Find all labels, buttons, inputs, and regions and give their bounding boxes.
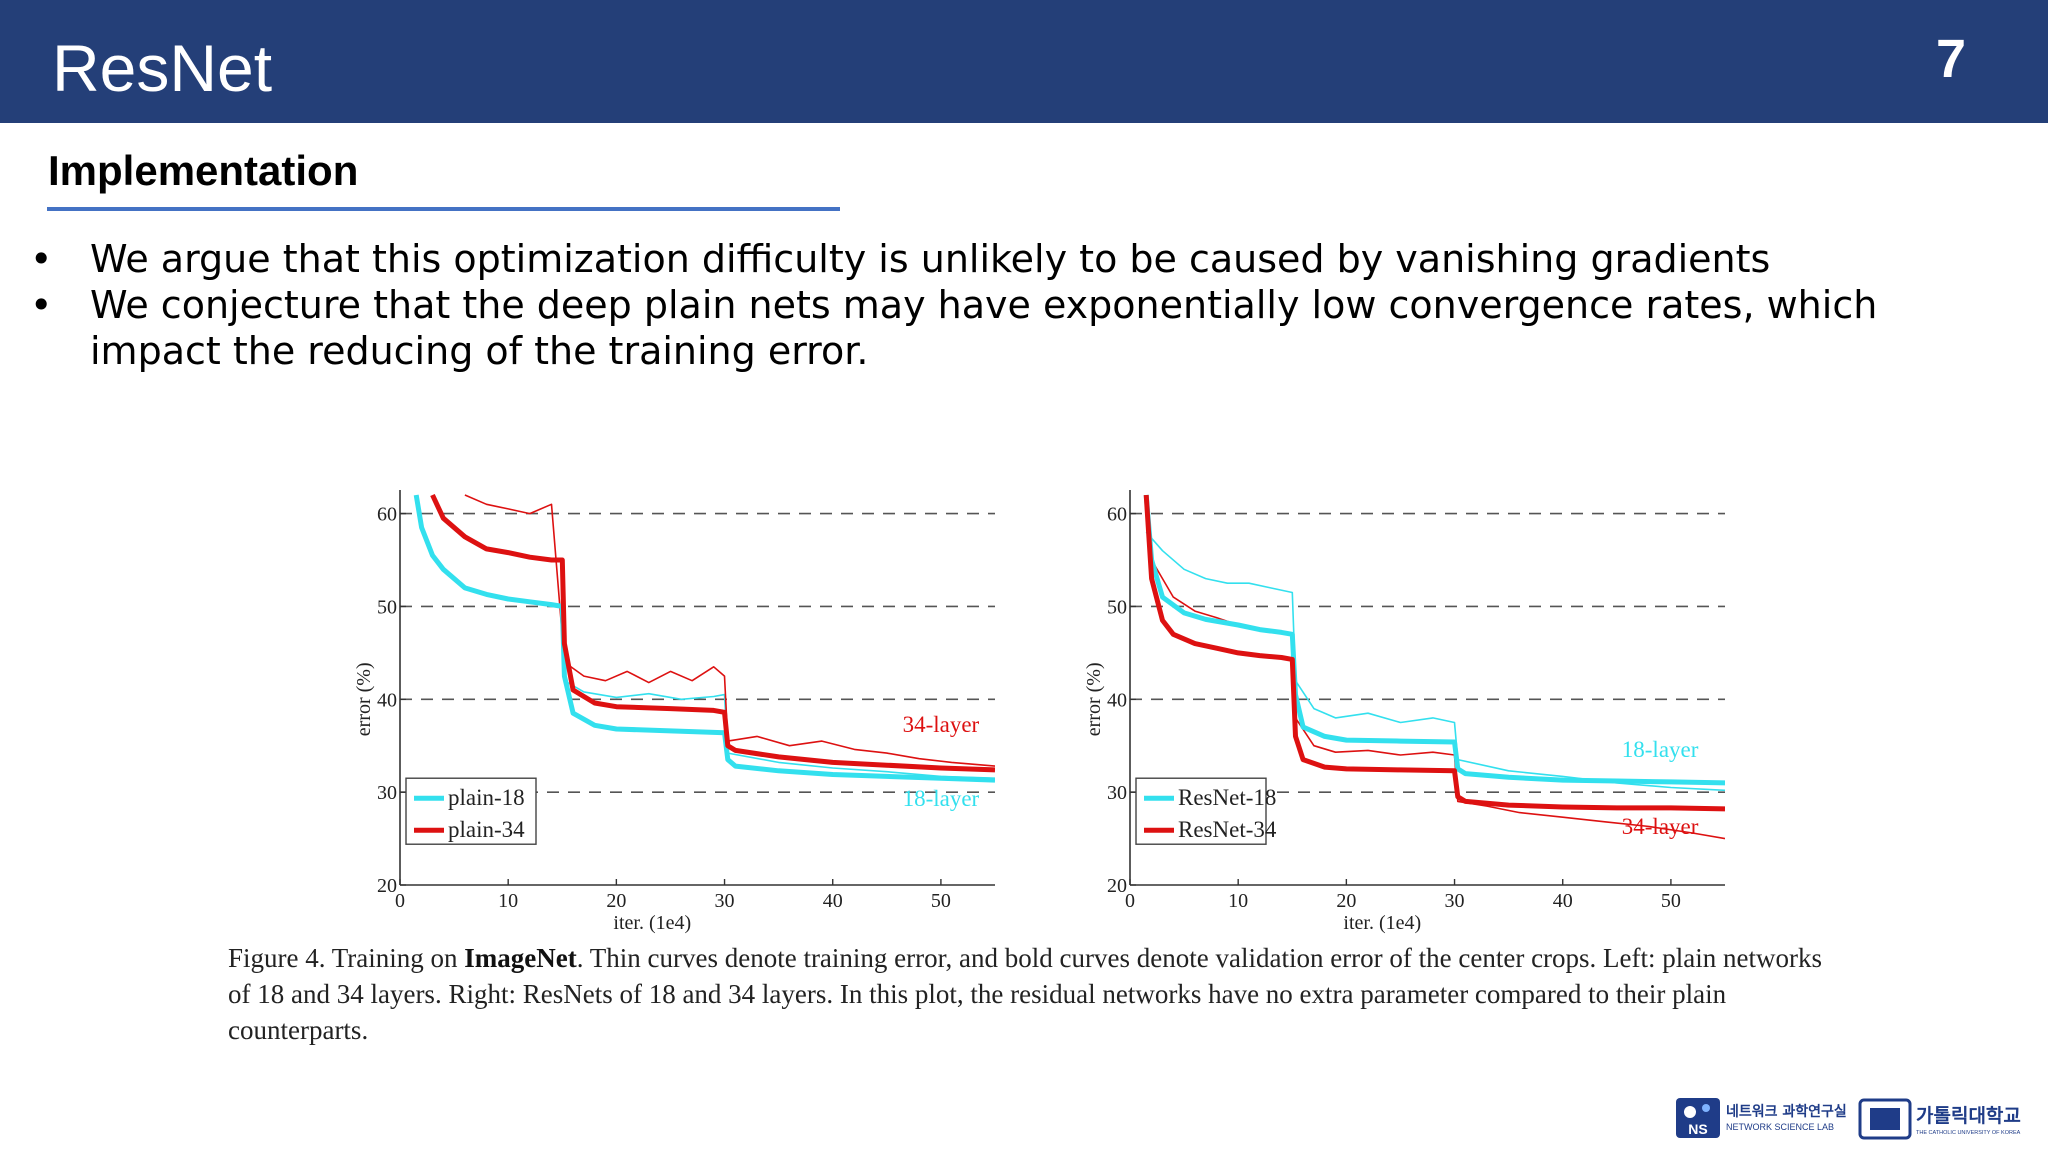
training-curves-figure: 20 30 40 50 60 0 10 20 30 40 50 iter. (1e4) error (%… [353,490,1725,934]
series-annotation-label: 18-layer [1622,737,1699,762]
series-line-plain-34-train [464,494,995,767]
y-tick-label: 50 [1107,596,1127,618]
x-tick-label: 40 [823,890,843,912]
ns-logo-node-icon [1684,1106,1696,1118]
legend-box [1135,777,1267,845]
y-axis-label: error (%) [353,662,375,736]
bullet-text: We argue that this optimization difficul… [90,237,1771,281]
caption-prefix: Figure 4. Training on [228,943,465,973]
section-underline [47,207,840,211]
legend-label: ResNet-34 [1178,817,1277,842]
bullet-marker: • [30,237,53,281]
y-tick-label: 60 [377,504,397,526]
series-line-resnet-18 [1143,494,1725,786]
caption-bold: ImageNet [464,943,577,973]
catholic-university-logo: 가톨릭대학교 THE CATHOLIC UNIVERSITY OF KOREA [1858,1098,2021,1140]
ns-logo-letters: NS [1688,1121,1707,1137]
x-axis-label: iter. (1e4) [1343,912,1421,934]
x-tick-label: 20 [606,890,626,912]
series-annotation-label: 34-layer [903,712,980,737]
page-number: 7 [1935,29,1966,89]
y-tick-label: 20 [1107,875,1127,897]
x-tick-label: 0 [395,890,405,912]
legend-label: plain-18 [448,785,525,810]
x-tick-label: 0 [1125,890,1135,912]
ns-lab-korean: 네트워크 과학연구실 [1726,1104,1847,1120]
bullet-marker: • [30,283,53,327]
bullet-text: We conjecture that the deep plain nets m… [90,283,1878,373]
x-tick-label: 30 [715,890,735,912]
ns-lab-english: NETWORK SCIENCE LAB [1726,1122,1834,1132]
x-tick-label: 20 [1336,890,1356,912]
series-annotation-label: 18-layer [903,786,980,811]
slide-header: ResNet 7 [0,0,2048,123]
bullet-item: • We conjecture that the deep plain nets… [30,282,1930,374]
y-tick-label: 30 [377,782,397,804]
footer-logos: NS 네트워크 과학연구실 NETWORK SCIENCE LAB 가톨릭대학교… [1676,1098,2021,1140]
y-tick-label: 40 [1107,689,1127,711]
university-korean: 가톨릭대학교 [1916,1105,2021,1127]
x-tick-label: 50 [1661,890,1681,912]
bullet-list: • We argue that this optimization diffic… [30,236,1930,374]
bullet-item: • We argue that this optimization diffic… [30,236,1930,282]
y-tick-label: 40 [377,689,397,711]
ns-lab-logo: NS 네트워크 과학연구실 NETWORK SCIENCE LAB [1676,1098,1847,1138]
university-english: THE CATHOLIC UNIVERSITY OF KOREA [1916,1130,2021,1136]
y-axis-label: error (%) [1083,662,1105,736]
slide-title: ResNet [52,31,273,105]
x-tick-label: 10 [498,890,518,912]
series-line-plain-34 [430,493,995,773]
university-emblem-inner-icon [1870,1108,1900,1130]
series-line-plain-18 [413,494,995,783]
legend-label: plain-34 [448,817,525,842]
x-tick-label: 10 [1228,890,1248,912]
university-emblem-icon [1858,1098,1912,1140]
y-tick-label: 60 [1107,504,1127,526]
x-tick-label: 40 [1553,890,1573,912]
legend-box [405,777,537,845]
section-heading: Implementation [48,147,359,194]
y-tick-label: 50 [377,596,397,618]
series-annotation-label: 34-layer [1622,814,1699,839]
figure-caption: Figure 4. Training on ImageNet. Thin cur… [228,940,1848,1048]
series-line-resnet-34 [1143,494,1725,812]
caption-rest: . Thin curves denote training error, and… [228,943,1822,1045]
x-tick-label: 50 [931,890,951,912]
series-line-resnet-18-train [1145,531,1725,792]
ns-logo-node-icon [1702,1104,1710,1112]
series-line-plain-18-train [564,680,995,779]
x-tick-label: 30 [1445,890,1465,912]
y-tick-label: 20 [377,875,397,897]
series-line-resnet-34-train [1145,513,1725,840]
x-axis-label: iter. (1e4) [613,912,691,934]
legend-label: ResNet-18 [1178,785,1276,810]
y-tick-label: 30 [1107,782,1127,804]
